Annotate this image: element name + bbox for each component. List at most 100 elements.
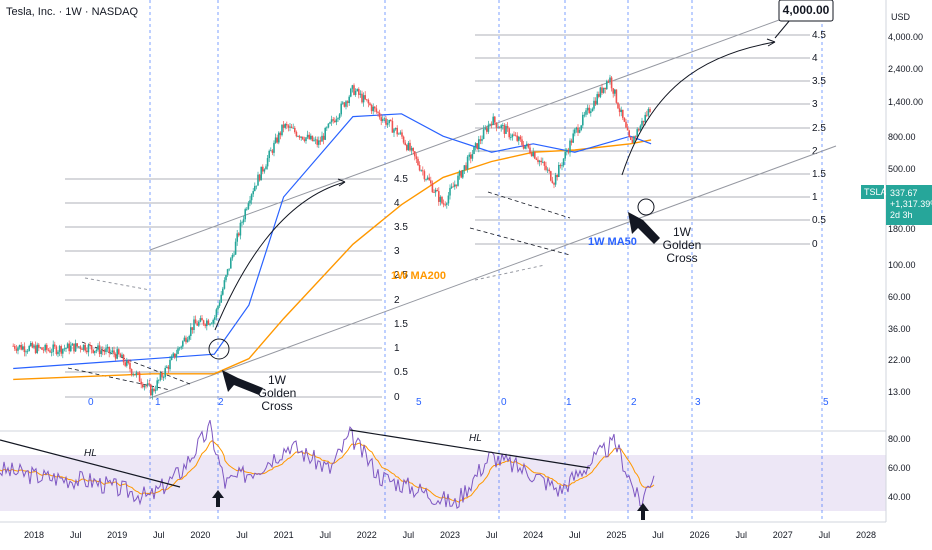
candle-body — [20, 344, 22, 350]
candle-body — [279, 132, 282, 136]
candle-body — [510, 137, 512, 138]
candle-body — [625, 121, 627, 128]
candle-body — [529, 147, 531, 154]
time-tick: Jul — [153, 530, 165, 540]
candle-body — [540, 160, 542, 163]
candle-body — [642, 120, 645, 123]
candle-body — [52, 344, 54, 352]
ma200-line — [13, 139, 652, 381]
candle-body — [596, 94, 598, 105]
candle-body — [460, 170, 462, 178]
candle-body — [450, 186, 453, 189]
candle-body — [164, 367, 166, 378]
candle-body — [76, 343, 78, 347]
candle-body — [423, 171, 426, 180]
candle-body — [414, 151, 416, 157]
candle-body — [580, 125, 582, 130]
candle-body — [334, 120, 336, 123]
candle-body — [561, 165, 563, 167]
candle-body — [354, 90, 357, 95]
hl-label-2: HL — [469, 433, 482, 444]
candle-body — [367, 100, 370, 104]
candle-body — [242, 219, 245, 223]
candle-body — [521, 139, 523, 145]
candle-body — [388, 119, 390, 124]
candle-body — [86, 350, 88, 353]
candle-body — [494, 116, 496, 123]
candle-body — [326, 127, 328, 129]
candle-body — [332, 119, 334, 121]
candle-body — [66, 343, 69, 349]
rsi-trendline-2 — [349, 429, 591, 469]
candle-body — [324, 127, 326, 140]
candle-body — [577, 127, 579, 133]
candle-body — [311, 135, 314, 141]
candle-body — [166, 366, 168, 368]
candle-body — [543, 161, 546, 166]
ticker-symbol: TSLA — [864, 187, 887, 197]
candle-body — [196, 323, 198, 326]
candle-body — [396, 127, 398, 135]
candle-body — [486, 128, 488, 132]
candle-body — [18, 344, 21, 348]
golden-cross-arrow-1 — [222, 370, 263, 395]
candle-body — [81, 348, 83, 350]
candle-body — [170, 356, 173, 361]
candle-body — [271, 150, 274, 153]
rsi-band — [0, 455, 886, 511]
candle-body — [297, 136, 299, 137]
candle-body — [182, 341, 184, 347]
fib-label: 3.5 — [394, 222, 408, 233]
time-axis: 2018 Jul 2019 Jul 2020 Jul 2021 Jul 2022 Jul 2023 J… — [24, 530, 876, 540]
candle-body — [262, 166, 264, 172]
candle-body — [402, 136, 405, 143]
candle-body — [206, 320, 208, 327]
candle-body — [412, 147, 414, 152]
price-tick: 180.00 — [888, 224, 916, 234]
candle-body — [190, 327, 192, 337]
candle-body — [228, 268, 230, 270]
candle-body — [65, 348, 67, 349]
candle-body — [150, 384, 152, 396]
target-box — [778, 0, 834, 22]
candle-body — [646, 114, 648, 116]
rsi-ma-line — [0, 440, 655, 503]
candle-body — [239, 222, 242, 236]
fib-labels-lower: 4.5 4 3.5 3 2.5 2 1.5 1 0.5 0 — [394, 174, 408, 403]
candle-body — [260, 166, 262, 181]
rsi-axis: 80.00 60.00 40.00 — [888, 434, 911, 502]
candle-body — [409, 142, 411, 151]
candle-body — [609, 77, 611, 82]
candle-body — [214, 317, 216, 320]
candle-body — [444, 204, 446, 206]
candle-body — [399, 132, 402, 134]
fib-labels-upper: 4.5 4 3.5 3 2.5 2 1.5 1 0.5 0 — [812, 30, 826, 250]
candle-body — [36, 344, 38, 354]
candle-body — [127, 360, 130, 364]
cycle-label: 0 — [88, 397, 94, 408]
candle-body — [505, 125, 507, 134]
time-tick: 2021 — [274, 530, 294, 540]
candle-body — [390, 119, 392, 122]
candle-body — [463, 165, 466, 170]
candle-body — [180, 346, 182, 348]
candle-body — [345, 101, 347, 107]
candle-body — [620, 109, 622, 113]
candle-body — [618, 108, 621, 113]
candle-body — [378, 112, 381, 118]
candle-body — [54, 344, 56, 347]
candle-body — [129, 363, 131, 370]
candle-body — [71, 343, 74, 346]
candle-body — [207, 320, 210, 325]
candle-body — [159, 373, 162, 380]
fib-label: 2.5 — [812, 123, 826, 134]
candle-body — [230, 258, 232, 269]
candle-body — [30, 342, 32, 346]
candle-body — [204, 324, 206, 327]
cycle-label: 5 — [416, 397, 422, 408]
candle-body — [614, 89, 616, 94]
fib-label: 4 — [394, 198, 400, 209]
candle-body — [516, 135, 518, 141]
rsi-arrow-2 — [637, 503, 649, 520]
